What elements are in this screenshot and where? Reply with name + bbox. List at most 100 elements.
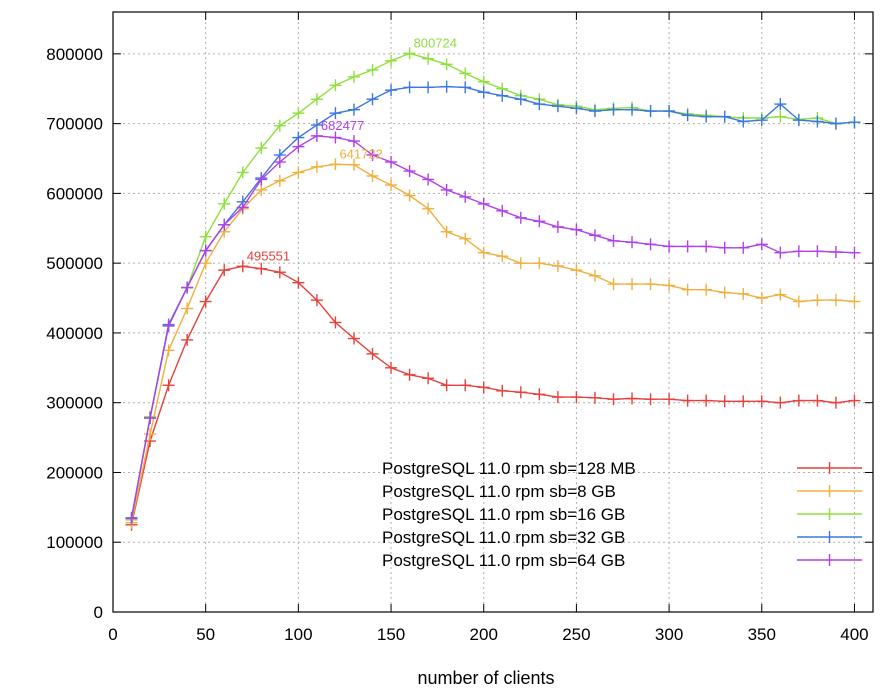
data-point — [459, 232, 472, 245]
data-point — [700, 394, 713, 407]
data-point — [273, 266, 286, 279]
data-point — [273, 156, 286, 168]
data-point — [366, 347, 379, 360]
legend-label-5: PostgreSQL 11.0 rpm sb=64 GB — [382, 551, 625, 570]
y-tick-label: 0 — [94, 603, 103, 622]
data-point — [236, 260, 249, 273]
data-point — [848, 295, 861, 308]
data-point — [385, 361, 398, 374]
data-point — [626, 103, 639, 116]
data-point — [792, 295, 805, 308]
data-point — [440, 379, 453, 392]
x-tick-label: 400 — [840, 625, 868, 644]
data-point — [366, 169, 379, 182]
data-point — [774, 110, 787, 123]
data-point — [422, 372, 435, 385]
data-point — [273, 119, 286, 132]
data-point — [737, 241, 750, 254]
data-point — [347, 135, 360, 148]
data-point — [626, 392, 639, 405]
data-point — [626, 236, 639, 249]
data-point — [310, 294, 323, 307]
data-point — [848, 246, 861, 259]
data-point — [273, 174, 286, 187]
plot-area — [125, 47, 861, 531]
data-point — [181, 281, 194, 294]
data-point — [403, 368, 416, 381]
data-point — [551, 259, 564, 272]
data-point — [477, 86, 490, 99]
data-point — [292, 107, 305, 120]
data-point — [459, 190, 472, 203]
data-point — [811, 115, 824, 128]
y-tick-label: 400000 — [46, 324, 103, 343]
x-tick-label: 0 — [108, 625, 117, 644]
data-point — [422, 52, 435, 65]
data-point — [774, 396, 787, 409]
x-axis-title: number of clients — [417, 668, 554, 688]
data-point — [199, 257, 212, 270]
data-point — [385, 156, 398, 168]
data-point — [292, 140, 305, 153]
data-point — [718, 395, 731, 408]
x-tick-label: 200 — [470, 625, 498, 644]
data-point — [737, 287, 750, 300]
data-point — [162, 344, 175, 357]
data-point — [588, 229, 601, 242]
axes — [112, 11, 874, 613]
data-point — [533, 388, 546, 401]
data-point — [329, 79, 342, 92]
data-point — [607, 393, 620, 406]
data-point — [477, 197, 490, 210]
peak-label-2: 641722 — [339, 146, 382, 161]
peak-label-1: 495551 — [247, 248, 290, 263]
data-point — [570, 102, 583, 115]
series-line-3 — [130, 52, 855, 521]
series-line-5 — [130, 135, 855, 519]
data-point — [310, 119, 323, 132]
data-point — [570, 223, 583, 236]
data-point — [774, 288, 787, 301]
data-point — [792, 394, 805, 407]
data-point — [347, 70, 360, 83]
data-point — [644, 278, 657, 291]
data-point — [144, 428, 157, 441]
data-point — [663, 393, 676, 406]
x-tick-label: 350 — [748, 625, 776, 644]
data-point — [366, 149, 379, 162]
data-point — [403, 189, 416, 202]
data-point — [477, 246, 490, 259]
data-point — [181, 302, 194, 315]
data-point — [199, 295, 212, 308]
grid — [113, 12, 873, 612]
tick-labels: 0 100000 200000 300000 400000 500000 600000 700… — [46, 45, 868, 644]
data-point — [385, 179, 398, 192]
data-point — [755, 238, 768, 251]
data-point — [329, 131, 342, 144]
data-point — [829, 396, 842, 409]
y-tick-label: 100000 — [46, 533, 103, 552]
data-point — [663, 240, 676, 253]
data-point — [737, 395, 750, 408]
peak-label-3: 800724 — [414, 35, 457, 50]
data-point — [848, 394, 861, 407]
data-point — [440, 58, 453, 71]
data-point — [347, 332, 360, 345]
data-point — [255, 183, 268, 196]
data-point — [811, 294, 824, 307]
data-point — [644, 393, 657, 406]
peak-labels: 495551 641722 800724 682477 — [247, 35, 457, 263]
x-tick-label: 250 — [562, 625, 590, 644]
data-point — [588, 105, 601, 118]
data-point — [811, 394, 824, 407]
data-point — [329, 316, 342, 329]
data-point — [829, 246, 842, 258]
legend-label-3: PostgreSQL 11.0 rpm sb=16 GB — [382, 505, 625, 524]
data-point — [496, 89, 509, 102]
data-point — [347, 158, 360, 171]
data-point — [310, 160, 323, 173]
x-tick-label: 50 — [196, 625, 215, 644]
data-point — [236, 201, 249, 214]
data-point — [829, 294, 842, 307]
